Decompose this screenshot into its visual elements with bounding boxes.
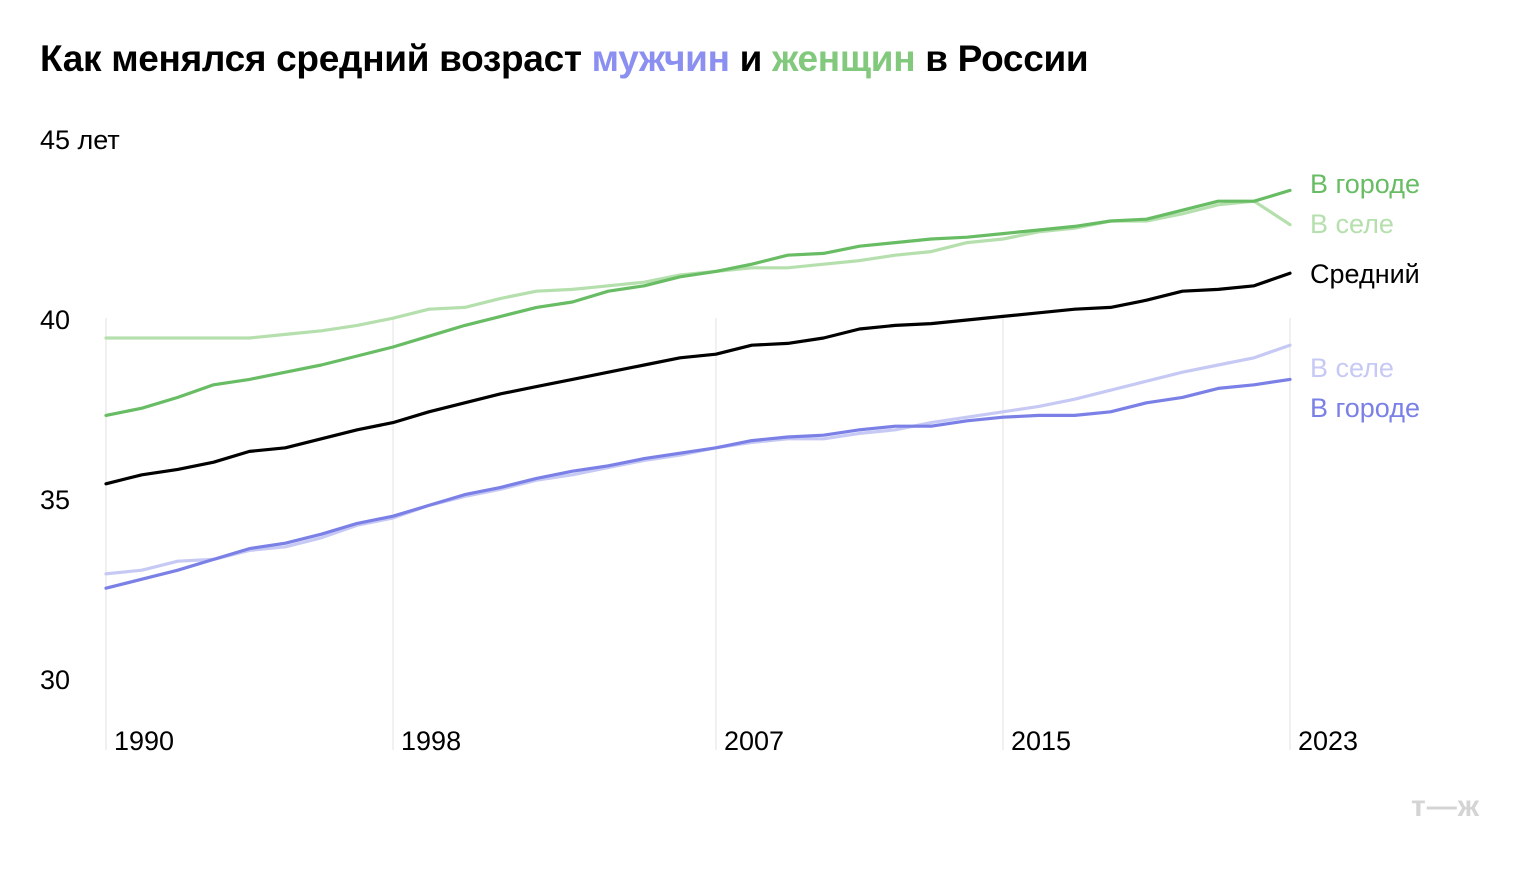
x-tick-label-2023: 2023 bbox=[1298, 726, 1358, 756]
series-line-men-city bbox=[104, 377, 1292, 590]
x-tick-label-2007: 2007 bbox=[724, 726, 784, 756]
title-men: мужчин bbox=[591, 38, 730, 79]
series-label-average: Средний bbox=[1310, 259, 1420, 289]
x-tick-label-1998: 1998 bbox=[401, 726, 461, 756]
chart-title: Как менялся средний возраст мужчин и жен… bbox=[40, 38, 1089, 80]
series-label-women-city: В городе bbox=[1310, 169, 1420, 199]
series-line-men-village bbox=[104, 343, 1292, 576]
title-part-1: Как менялся средний возраст bbox=[40, 38, 592, 79]
y-tick-label-35: 35 bbox=[40, 485, 70, 515]
y-tick-label-40: 40 bbox=[40, 305, 70, 335]
y-tick-label-45: 45 лет bbox=[40, 125, 120, 155]
title-women: женщин bbox=[772, 38, 916, 79]
series-line-women-city bbox=[104, 188, 1292, 417]
series-line-average bbox=[104, 271, 1292, 486]
title-part-3: и bbox=[729, 38, 773, 79]
title-part-5: в России bbox=[915, 38, 1089, 79]
series-label-women-village: В селе bbox=[1310, 209, 1394, 239]
x-tick-label-1990: 1990 bbox=[114, 726, 174, 756]
series-label-men-village: В селе bbox=[1310, 353, 1394, 383]
y-tick-label-30: 30 bbox=[40, 665, 70, 695]
series-label-men-city: В городе bbox=[1310, 393, 1420, 423]
x-tick-label-2015: 2015 bbox=[1011, 726, 1071, 756]
brand-logo: т—ж bbox=[1411, 790, 1480, 823]
